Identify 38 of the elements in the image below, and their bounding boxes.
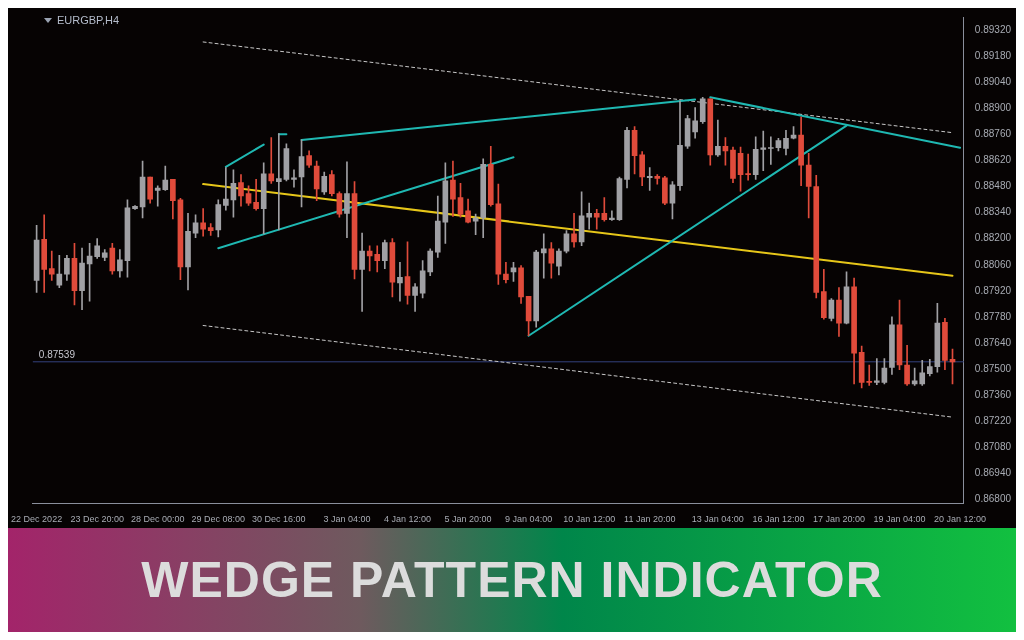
x-tick-label: 17 Jan 20:00	[812, 514, 865, 525]
x-tick-label: 9 Jan 04:00	[505, 514, 553, 525]
x-tick-label: 5 Jan 20:00	[444, 514, 492, 525]
y-tick-label: 0.89180	[974, 49, 1012, 61]
x-tick-label: 23 Dec 20:00	[70, 514, 124, 525]
y-tick-label: 0.86800	[974, 493, 1012, 505]
y-tick-label: 0.88480	[974, 180, 1012, 192]
x-tick-label: 4 Jan 12:00	[383, 514, 432, 525]
y-tick-label: 0.88200	[974, 232, 1012, 244]
x-tick-label: 3 Jan 04:00	[323, 514, 371, 525]
y-tick-label: 0.88760	[974, 128, 1012, 140]
x-tick-label: 13 Jan 04:00	[691, 514, 744, 525]
x-tick-label: 11 Jan 20:00	[624, 514, 676, 525]
y-tick-label: 0.87780	[974, 310, 1012, 322]
x-tick-label: 20 Jan 12:00	[934, 514, 987, 525]
chart-subtitle: EURGBP,H4	[57, 14, 120, 26]
text: WEDGE PATTERN INDICATOR	[8, 528, 1016, 632]
y-tick-label: 0.87360	[974, 388, 1012, 400]
y-tick-label: 0.86940	[974, 467, 1012, 479]
y-tick-label: 0.88060	[974, 258, 1012, 270]
y-tick-label: 0.89320	[974, 23, 1012, 35]
ref-line-label: 0.87539	[38, 348, 76, 360]
x-tick-label: 19 Jan 04:00	[873, 514, 926, 525]
x-tick-label: 29 Dec 08:00	[191, 514, 246, 525]
y-tick-label: 0.87500	[974, 362, 1012, 374]
y-tick-label: 0.88620	[974, 154, 1012, 166]
y-tick-label: 0.89040	[974, 75, 1012, 87]
x-tick-label: 30 Dec 16:00	[252, 514, 306, 525]
x-tick-label: 10 Jan 12:00	[563, 514, 616, 525]
y-tick-label: 0.87220	[974, 414, 1012, 426]
y-tick-label: 0.88340	[974, 206, 1012, 218]
y-tick-label: 0.87640	[974, 336, 1012, 348]
x-tick-label: 16 Jan 12:00	[752, 514, 805, 525]
x-tick-label: 22 Dec 2022	[11, 514, 63, 525]
y-tick-label: 0.87080	[974, 441, 1012, 453]
x-tick-label: 28 Dec 00:00	[130, 514, 185, 525]
y-tick-label: 0.87920	[974, 284, 1012, 296]
y-tick-label: 0.88900	[974, 102, 1012, 114]
